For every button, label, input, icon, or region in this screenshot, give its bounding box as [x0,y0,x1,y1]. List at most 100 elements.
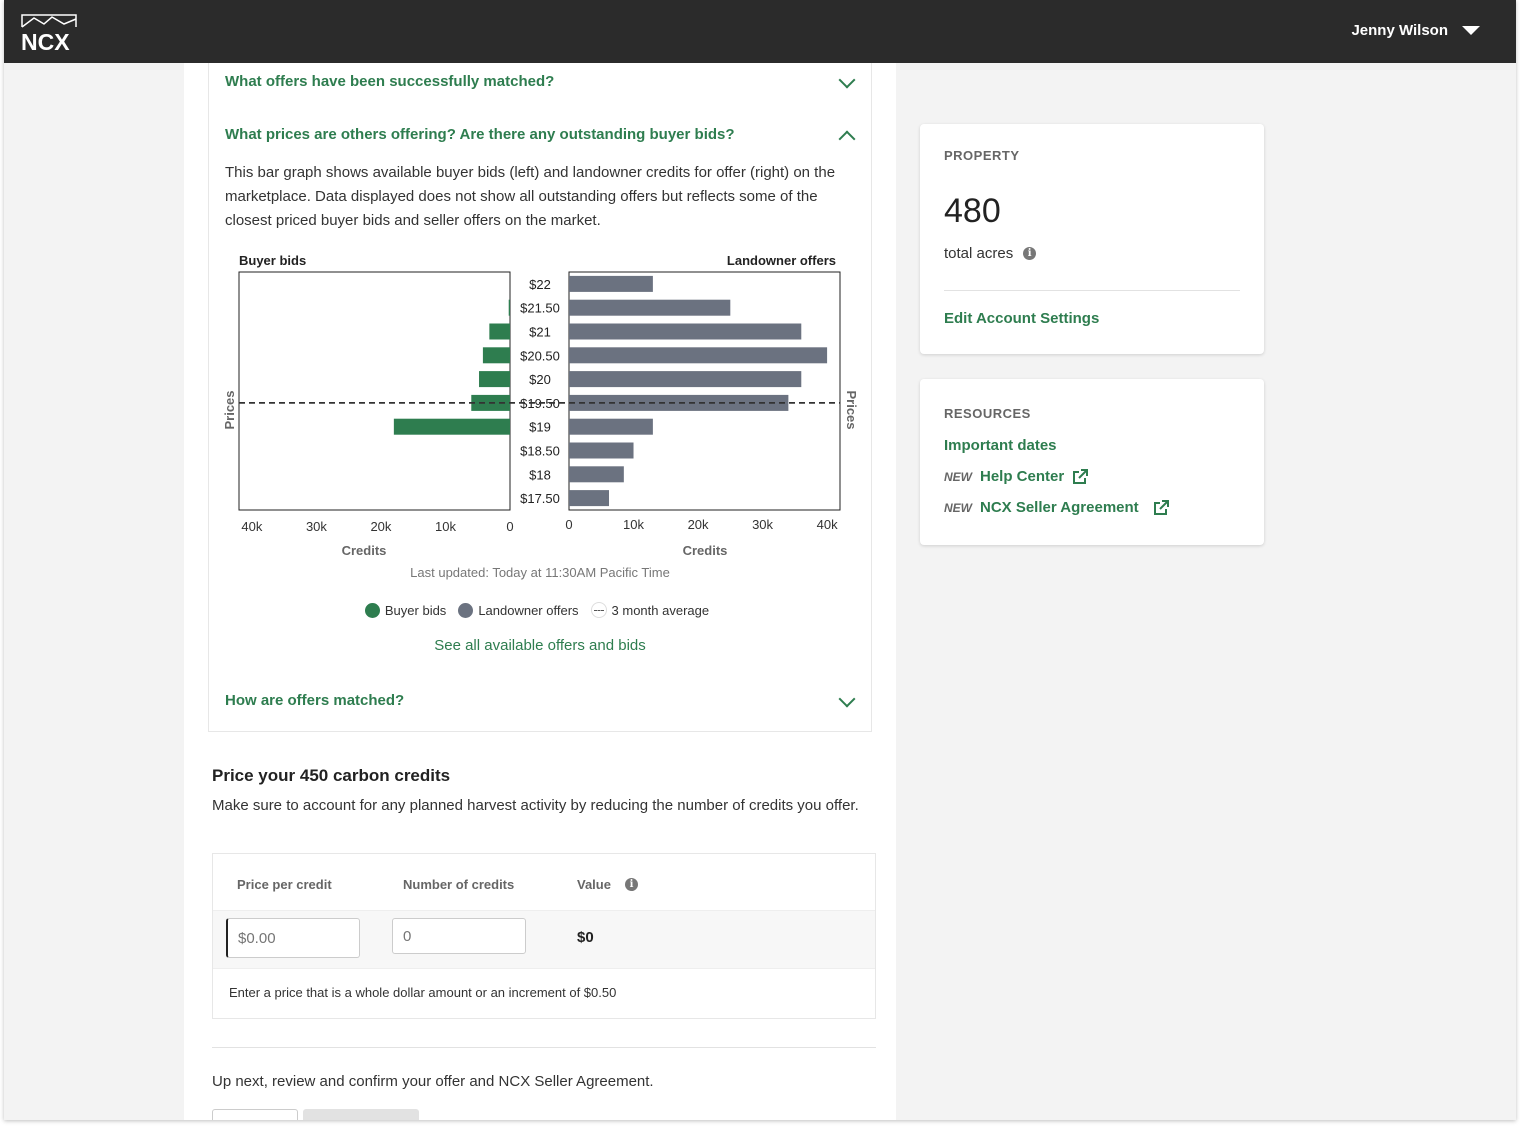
chart-left-title: Buyer bids [239,253,306,268]
chevron-down-icon [838,690,856,708]
acres-label: total acres [944,245,1014,262]
main-content: What offers have been successfully match… [184,63,896,1120]
user-menu[interactable]: Jenny Wilson [1351,22,1480,39]
property-label: PROPERTY [944,148,1020,163]
right-x-tick-label: 20k [688,517,709,532]
continue-button[interactable] [303,1109,419,1120]
legend-label: 3 month average [611,602,710,618]
pricing-title: Price your 450 carbon credits [212,766,451,785]
ncx-logo[interactable]: NCX [20,11,78,53]
acres-value: 480 [944,192,1001,230]
left-x-axis-label: Credits [342,543,387,558]
col-value-label: Value [577,877,611,892]
legend-average: 3 month average [590,602,710,618]
left-x-tick-label: 30k [306,519,327,534]
left-y-axis-label: Prices [222,390,237,429]
up-next-text: Up next, review and confirm your offer a… [212,1073,654,1090]
col-price-header: Price per credit [237,877,332,892]
landowner-offer-bar [569,466,624,483]
left-x-tick-label: 0 [506,519,513,534]
last-updated: Last updated: Today at 11:30AM Pacific T… [410,565,670,580]
legend-label: Buyer bids [384,602,447,618]
seller-agreement-link[interactable]: NEW NCX Seller Agreement [944,499,1169,516]
info-icon[interactable]: i [624,878,638,891]
edit-account-settings-link[interactable]: Edit Account Settings [944,310,1100,327]
col-value-header: Value i [577,877,638,892]
left-x-tick-label: 20k [370,519,391,534]
important-dates-link[interactable]: Important dates [944,437,1057,454]
divider [212,1047,876,1048]
help-center-label: Help Center [980,468,1065,485]
landowner-offer-bar [569,442,634,459]
landowner-offer-bar [569,490,610,507]
back-button[interactable] [212,1109,298,1120]
acres-row: total acres i [944,245,1037,262]
resources-card: RESOURCES Important dates NEW Help Cente… [920,379,1264,545]
dashed-line-icon [590,602,607,618]
external-link-icon [1073,468,1089,484]
landowner-offer-bar [569,323,802,340]
price-category-label: $19 [529,420,551,435]
see-all-offers-link[interactable]: See all available offers and bids [434,637,646,654]
top-bar: NCX Jenny Wilson [4,0,1516,63]
left-x-tick-label: 10k [435,519,456,534]
faq-title-prices[interactable]: What prices are others offering? Are the… [225,126,735,143]
chevron-down-icon [1462,26,1480,35]
bids-offers-chart: Buyer bids Landowner offers $22 $21.50 $21… [222,253,859,558]
price-category-label: $21 [529,325,551,340]
price-category-label: $22 [529,277,551,292]
chart-right-title: Landowner offers [727,253,836,268]
seller-agreement-label: NCX Seller Agreement [980,499,1139,516]
user-name: Jenny Wilson [1351,22,1448,39]
faq-item-prices: What prices are others offering? Are the… [208,108,872,675]
price-category-label: $21.50 [520,301,560,316]
pricing-subtitle: Make sure to account for any planned har… [212,797,859,814]
legend-label: Landowner offers [478,602,579,618]
landowner-offer-bar [569,299,731,316]
price-per-credit-input[interactable] [226,918,360,958]
info-icon[interactable]: i [1023,247,1037,260]
landowner-offer-bar [569,394,789,411]
landowner-offer-bar [569,347,828,364]
col-number-header: Number of credits [403,877,515,892]
right-x-tick-label: 0 [565,517,572,532]
card-divider [944,290,1240,291]
price-hint: Enter a price that is a whole dollar amo… [229,985,617,1000]
landowner-offer-bar [569,371,802,388]
logo-text: NCX [21,29,70,53]
landowner-offer-bar [569,275,653,292]
legend-swatch [458,602,474,618]
help-center-link[interactable]: NEW Help Center [944,468,1089,485]
right-x-tick-label: 30k [752,517,773,532]
legend-swatch [364,602,380,618]
faq-title-matched: What offers have been successfully match… [225,73,555,90]
chart-description: This bar graph shows available buyer bid… [225,164,836,229]
price-category-label: $18 [529,467,551,482]
price-category-label: $20.50 [520,348,560,363]
faq-item-matched[interactable]: What offers have been successfully match… [208,63,872,109]
left-x-tick-label: 40k [241,519,262,534]
faq-title-how-matched: How are offers matched? [225,692,405,709]
faq-item-how-matched[interactable]: How are offers matched? [208,674,872,732]
property-card: PROPERTY 480 total acres i Edit Account … [920,124,1264,354]
buyer-bid-bar [393,418,510,435]
right-x-axis-label: Credits [683,543,728,558]
buyer-bid-bar [479,371,510,388]
right-plot-frame [568,271,841,511]
chevron-down-icon [838,71,856,89]
new-tag: NEW [944,500,972,515]
buyer-bid-bar [508,299,510,316]
pricing-form: Price per credit Number of credits Value… [212,853,876,1019]
right-y-axis-label: Prices [844,390,859,429]
resources-label: RESOURCES [944,406,1031,421]
app-frame: NCX Jenny Wilson What offers have been s… [4,0,1516,1120]
right-x-tick-label: 40k [817,517,838,532]
buyer-bid-bar [482,347,510,364]
left-plot-frame [238,271,511,511]
legend-landowner-offers: Landowner offers [458,602,579,618]
new-tag: NEW [944,469,972,484]
external-link-icon [1153,499,1169,515]
number-of-credits-input[interactable] [392,918,526,954]
price-category-label: $20 [529,372,551,387]
legend-buyer-bids: Buyer bids [364,602,447,618]
